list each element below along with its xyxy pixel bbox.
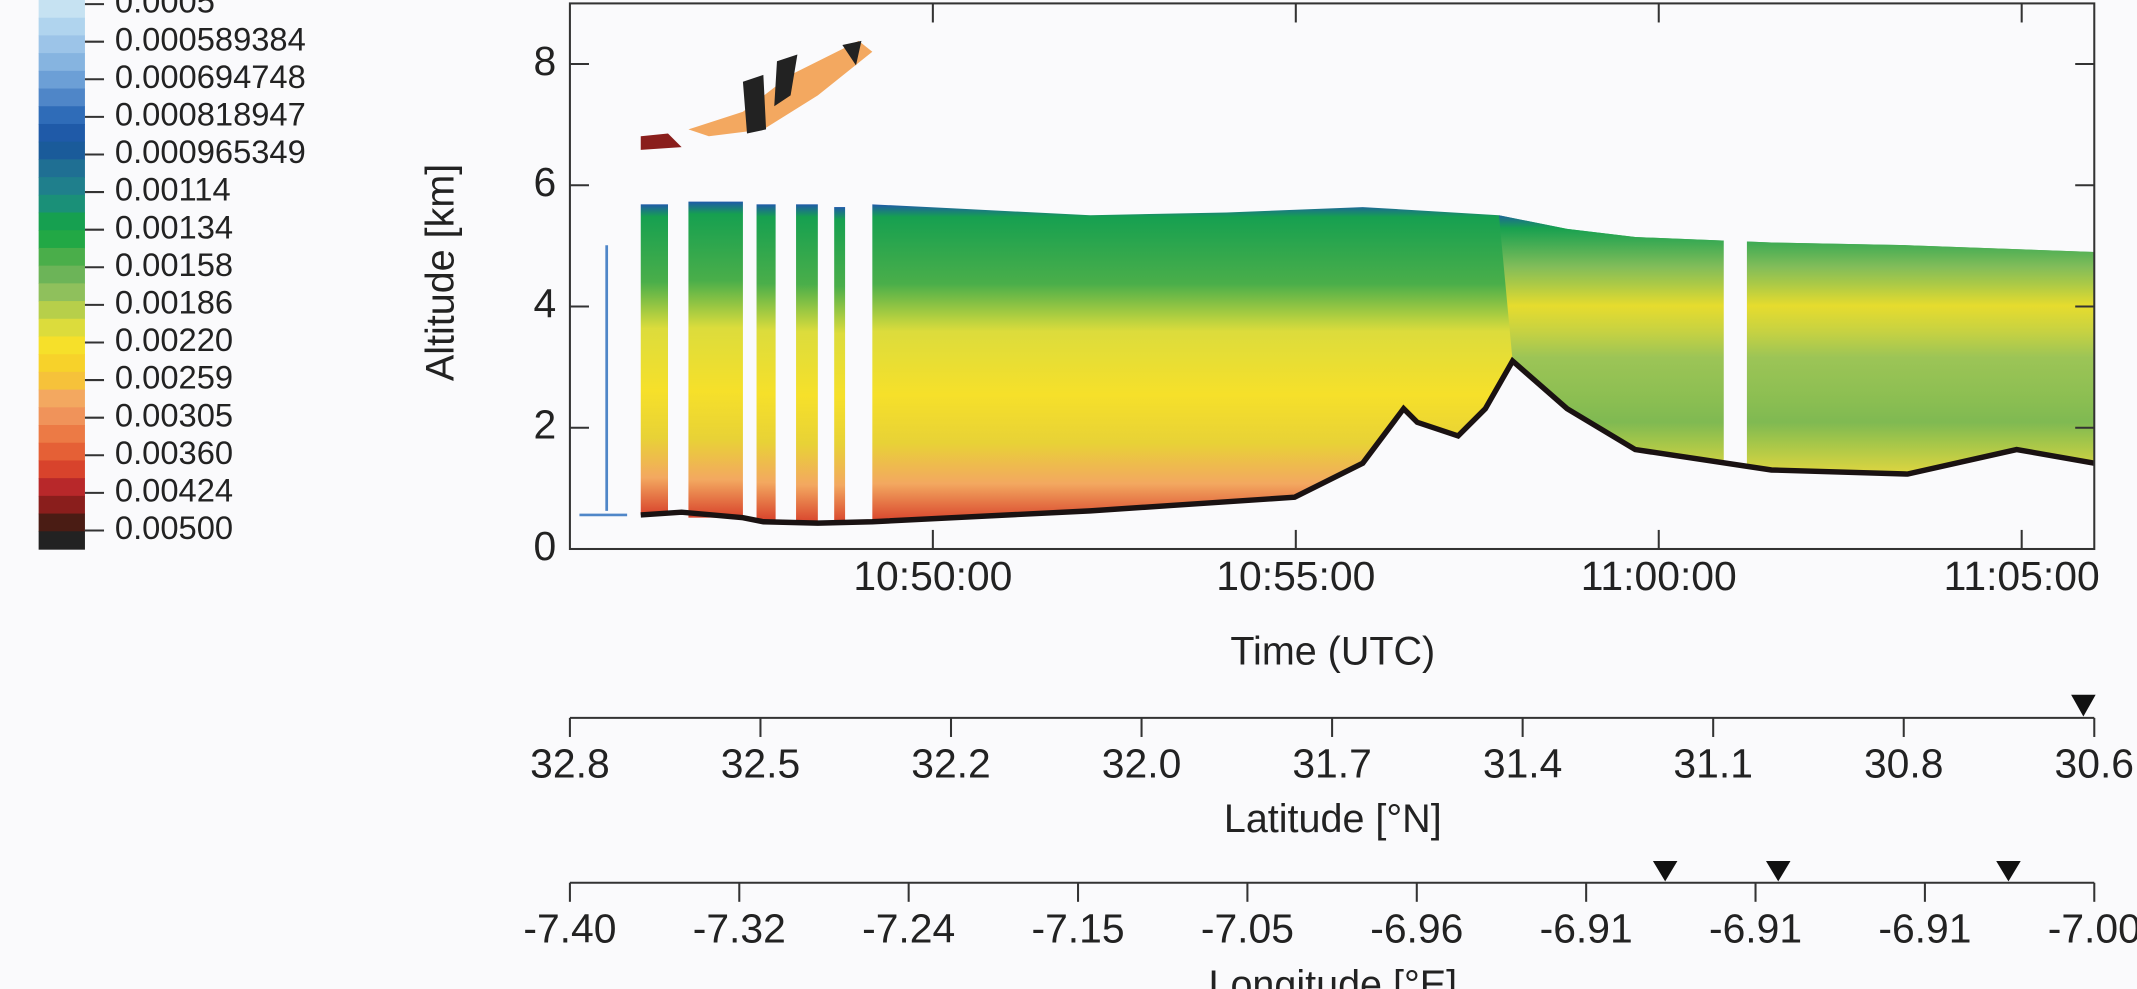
latitude_axis-tick-label: 32.0 [1102, 741, 1182, 787]
colorbar-label: 0.00305 [115, 396, 233, 433]
colorbar-label: 0.000818947 [115, 96, 306, 133]
colorbar-band [38, 35, 85, 54]
colorbar-band [38, 478, 85, 497]
colorbar-band [38, 301, 85, 320]
marker [1765, 860, 1791, 882]
latitude_axis-tick-label: 31.1 [1673, 741, 1753, 787]
colorbar-band [38, 53, 85, 72]
colorbar-band [38, 247, 85, 267]
colorbar-band [38, 318, 85, 338]
y-axis-label: Altitude [km] [419, 164, 463, 381]
latitude_axis-tick-label: 32.2 [911, 741, 991, 787]
colorbar-label: 0.00158 [115, 246, 233, 283]
colorbar-band [38, 495, 85, 515]
y-tick-label: 2 [534, 402, 557, 448]
colorbar-band [38, 177, 85, 196]
colorbar-label: 0.00186 [115, 284, 233, 321]
colorbar-label: 0.00259 [115, 359, 233, 396]
colorbar-label: 0.00220 [115, 321, 233, 358]
colorbar-band [38, 230, 85, 249]
marker [2071, 694, 2096, 717]
colorbar-band [38, 194, 85, 214]
longitude_axis-tick-label: -6.91 [1709, 906, 1802, 952]
y-tick-label: 4 [534, 280, 557, 326]
longitude_axis-tick-label: -6.96 [1370, 906, 1463, 952]
longitude_axis-tick-label: -6.91 [1878, 906, 1971, 952]
marker [1996, 860, 2021, 882]
latitude_axis-tick-label: 32.8 [530, 741, 610, 787]
colorbar-band [38, 425, 85, 444]
latitude_axis-tick-label: 30.6 [2055, 741, 2135, 787]
colorbar-band [38, 17, 85, 37]
colorbar-band [38, 460, 85, 479]
x-tick-label: 11:00:00 [1581, 553, 1737, 599]
longitude_axis-tick-label: -7.15 [1031, 906, 1124, 952]
colorbar-band [38, 531, 85, 550]
latitude_axis-tick-label: 30.8 [1864, 741, 1944, 787]
x-tick-label: 10:50:00 [853, 553, 1012, 599]
colorbar-band [38, 141, 85, 161]
y-tick-label: 6 [534, 159, 557, 205]
latitude-axis-label: Latitude [°N] [1224, 797, 1442, 841]
colorbar-label: 0.00114 [115, 171, 231, 208]
colorbar-band [38, 123, 85, 143]
latitude_axis-tick-label: 32.5 [721, 741, 801, 787]
x-axis-label: Time (UTC) [1230, 629, 1435, 673]
colorbar-band [38, 354, 85, 373]
colorbar-band [38, 407, 85, 426]
colorbar-band [38, 371, 85, 391]
latitude_axis-tick-label: 31.7 [1292, 741, 1372, 787]
colorbar-label: 0.0005 [115, 0, 215, 20]
y-tick-label: 0 [534, 523, 557, 569]
colorbar-label: 0.000589384 [115, 20, 306, 57]
x-tick-label: 10:55:00 [1216, 553, 1375, 599]
longitude_axis-tick-label: -6.91 [1540, 906, 1633, 952]
colorbar-band [38, 389, 85, 408]
colorbar-band [38, 442, 85, 462]
y-tick-label: 8 [534, 38, 557, 84]
colorbar-band [38, 106, 85, 125]
longitude_axis-tick-label: -7.00 [2048, 906, 2137, 952]
colorbar-band [38, 70, 85, 90]
colorbar-band [38, 283, 85, 302]
curtain [579, 40, 2095, 526]
plot-frame [568, 2, 2096, 551]
colorbar-label: 0.00134 [115, 208, 233, 245]
colorbar-label: 0.000694748 [115, 58, 306, 95]
longitude_axis-tick-label: -7.32 [693, 906, 786, 952]
colorbar-label: 0.00424 [115, 472, 233, 509]
colorbar-band [38, 0, 85, 19]
colorbar-label: 0.00360 [115, 434, 233, 471]
colorbar-band [38, 212, 85, 231]
marker [1652, 860, 1678, 882]
x-tick-label: 11:05:00 [1944, 553, 2100, 599]
colorbar-label: 0.00500 [115, 509, 233, 546]
colorbar-band [38, 88, 85, 107]
longitude-axis-label: Longitude [°E] [1208, 963, 1457, 989]
longitude_axis-tick-label: -7.40 [523, 906, 616, 952]
colorbar-band [38, 159, 85, 178]
longitude_axis-tick-label: -7.24 [862, 906, 955, 952]
longitude_axis-tick-label: -7.05 [1201, 906, 1294, 952]
colorbar-band [38, 336, 85, 355]
colorbar-label: 0.000965349 [115, 133, 306, 170]
colorbar-band [38, 265, 85, 285]
latitude_axis-tick-label: 31.4 [1483, 741, 1563, 787]
colorbar-band [38, 513, 85, 532]
markers [1652, 694, 2096, 882]
